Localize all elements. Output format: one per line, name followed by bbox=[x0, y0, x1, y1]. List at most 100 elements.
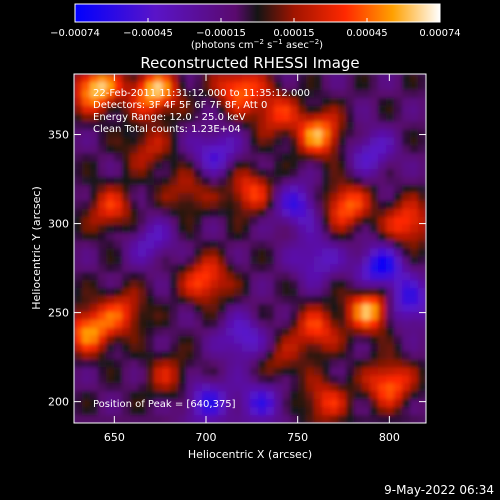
heatmap-cell bbox=[98, 296, 107, 305]
heatmap-cell bbox=[354, 391, 363, 400]
heatmap-cell bbox=[266, 280, 275, 289]
heatmap-cell bbox=[114, 375, 123, 384]
heatmap-cell bbox=[362, 327, 371, 337]
heatmap-cell bbox=[250, 177, 259, 186]
heatmap-cell bbox=[346, 81, 355, 91]
heatmap-cell bbox=[258, 137, 267, 146]
heatmap-cell bbox=[250, 74, 259, 83]
heatmap-cell bbox=[370, 248, 379, 258]
heatmap-cell bbox=[178, 161, 187, 170]
heatmap-cell bbox=[106, 351, 115, 361]
heatmap-cell bbox=[242, 137, 251, 146]
heatmap-cell bbox=[130, 367, 139, 377]
heatmap-cell bbox=[90, 359, 99, 369]
heatmap-cell bbox=[146, 335, 155, 345]
heatmap-cell bbox=[122, 311, 131, 321]
heatmap-cell bbox=[130, 105, 139, 115]
heatmap-cell bbox=[114, 248, 123, 258]
heatmap-cell bbox=[90, 145, 99, 154]
heatmap-cell bbox=[378, 240, 387, 250]
heatmap-cell bbox=[130, 383, 139, 392]
heatmap-cell bbox=[122, 335, 131, 345]
heatmap-cell bbox=[218, 74, 227, 83]
heatmap-cell bbox=[386, 319, 395, 329]
heatmap-cell bbox=[178, 153, 187, 162]
heatmap-cell bbox=[386, 200, 395, 210]
heatmap-cell bbox=[210, 407, 219, 416]
heatmap-cell bbox=[330, 415, 339, 423]
heatmap-cell bbox=[74, 232, 83, 242]
heatmap-cell bbox=[306, 327, 315, 337]
heatmap-cell bbox=[314, 296, 323, 305]
heatmap-cell bbox=[74, 304, 83, 313]
heatmap-cell bbox=[402, 185, 411, 194]
heatmap-cell bbox=[418, 407, 426, 416]
heatmap-cell bbox=[410, 145, 419, 154]
heatmap-cell bbox=[146, 272, 155, 281]
heatmap-cell bbox=[186, 399, 195, 408]
heatmap-cell bbox=[306, 272, 315, 281]
heatmap-cell bbox=[418, 311, 426, 321]
heatmap-cell bbox=[154, 399, 163, 408]
heatmap-cell bbox=[418, 375, 426, 384]
heatmap-cell bbox=[74, 288, 83, 297]
heatmap-cell bbox=[82, 415, 91, 423]
heatmap-cell bbox=[90, 367, 99, 377]
heatmap-cell bbox=[290, 121, 299, 131]
heatmap-cell bbox=[154, 280, 163, 289]
heatmap-cell bbox=[386, 415, 395, 423]
heatmap-cell bbox=[242, 240, 251, 250]
heatmap-cell bbox=[322, 415, 331, 423]
heatmap-cell bbox=[282, 192, 291, 202]
heatmap-cell bbox=[298, 272, 307, 281]
heatmap-cell bbox=[210, 319, 219, 329]
heatmap-cell bbox=[410, 137, 419, 146]
heatmap-cell bbox=[202, 121, 211, 131]
heatmap-cell bbox=[106, 105, 115, 115]
heatmap-cell bbox=[186, 185, 195, 194]
heatmap-cell bbox=[130, 224, 139, 234]
heatmap-cell bbox=[82, 296, 91, 305]
heatmap-cell bbox=[370, 240, 379, 250]
heatmap-cell bbox=[146, 256, 155, 265]
heatmap-cell bbox=[122, 256, 131, 265]
heatmap-cell bbox=[210, 335, 219, 345]
heatmap-cell bbox=[402, 296, 411, 305]
heatmap-cell bbox=[298, 192, 307, 202]
heatmap-cell bbox=[418, 208, 426, 218]
heatmap-cell bbox=[298, 248, 307, 258]
heatmap-cell bbox=[394, 399, 403, 408]
heatmap-cell bbox=[98, 256, 107, 265]
heatmap-cell bbox=[362, 232, 371, 242]
heatmap-cell bbox=[386, 367, 395, 377]
heatmap-cell bbox=[338, 161, 347, 170]
heatmap-cell bbox=[210, 216, 219, 226]
heatmap-cell bbox=[378, 113, 387, 123]
heatmap-cell bbox=[194, 192, 203, 202]
heatmap-cell bbox=[226, 343, 235, 353]
heatmap-cell bbox=[314, 248, 323, 258]
heatmap-cell bbox=[418, 113, 426, 123]
heatmap-cell bbox=[114, 383, 123, 392]
heatmap-cell bbox=[218, 367, 227, 377]
heatmap-cell bbox=[250, 248, 259, 258]
heatmap-cell bbox=[394, 129, 403, 139]
heatmap-cell bbox=[170, 367, 179, 377]
heatmap-cell bbox=[162, 272, 171, 281]
heatmap-cell bbox=[194, 137, 203, 146]
heatmap-cell bbox=[162, 264, 171, 273]
heatmap-cell bbox=[98, 153, 107, 162]
heatmap-cell bbox=[274, 74, 283, 83]
heatmap-cell bbox=[282, 288, 291, 297]
heatmap-cell bbox=[234, 153, 243, 162]
heatmap-cell bbox=[338, 399, 347, 408]
heatmap-cell bbox=[226, 399, 235, 408]
heatmap-cell bbox=[74, 113, 83, 123]
heatmap-cell bbox=[346, 105, 355, 115]
heatmap-cell bbox=[362, 224, 371, 234]
heatmap-cell bbox=[242, 161, 251, 170]
heatmap-cell bbox=[250, 288, 259, 297]
heatmap-cell bbox=[130, 177, 139, 186]
heatmap-cell bbox=[322, 121, 331, 131]
heatmap-cell bbox=[186, 327, 195, 337]
